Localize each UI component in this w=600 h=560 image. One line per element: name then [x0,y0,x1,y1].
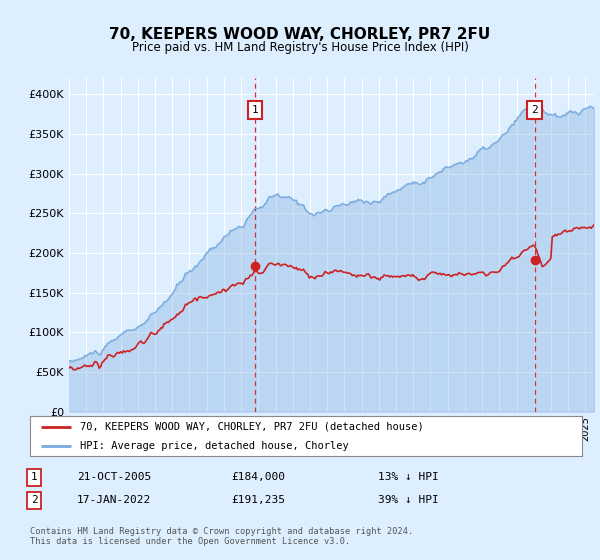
Text: Price paid vs. HM Land Registry's House Price Index (HPI): Price paid vs. HM Land Registry's House … [131,41,469,54]
Text: 2: 2 [31,495,38,505]
Text: 21-OCT-2005: 21-OCT-2005 [77,472,151,482]
Text: 70, KEEPERS WOOD WAY, CHORLEY, PR7 2FU (detached house): 70, KEEPERS WOOD WAY, CHORLEY, PR7 2FU (… [80,422,424,432]
Text: 2: 2 [531,105,538,115]
Text: Contains HM Land Registry data © Crown copyright and database right 2024.
This d: Contains HM Land Registry data © Crown c… [30,527,413,546]
Text: 39% ↓ HPI: 39% ↓ HPI [377,495,439,505]
Text: £184,000: £184,000 [231,472,285,482]
Text: 1: 1 [31,472,38,482]
Text: HPI: Average price, detached house, Chorley: HPI: Average price, detached house, Chor… [80,441,349,450]
Text: 1: 1 [251,105,259,115]
Text: 70, KEEPERS WOOD WAY, CHORLEY, PR7 2FU: 70, KEEPERS WOOD WAY, CHORLEY, PR7 2FU [109,27,491,42]
Text: 17-JAN-2022: 17-JAN-2022 [77,495,151,505]
Text: £191,235: £191,235 [231,495,285,505]
Text: 13% ↓ HPI: 13% ↓ HPI [377,472,439,482]
